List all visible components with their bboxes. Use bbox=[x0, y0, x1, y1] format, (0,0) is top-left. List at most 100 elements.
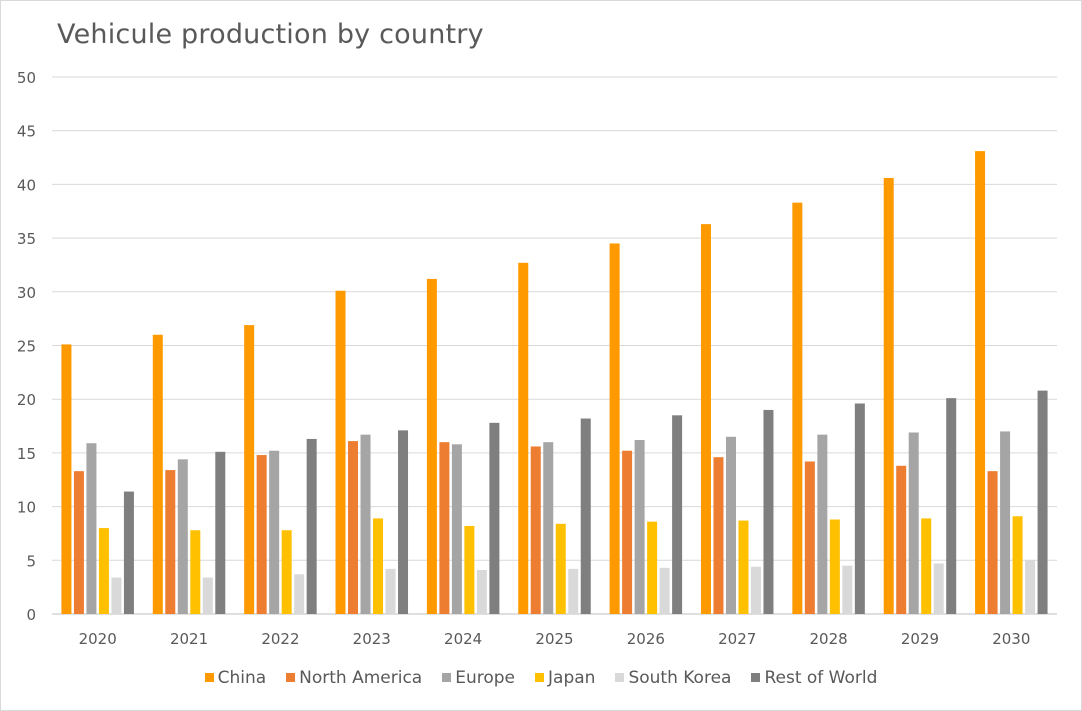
y-tick-label: 35 bbox=[17, 230, 36, 248]
bar-north-america bbox=[73, 471, 84, 614]
bar-north-america bbox=[256, 455, 267, 614]
bar-south-korea bbox=[659, 567, 670, 614]
bar-japan bbox=[464, 525, 475, 614]
bar-japan bbox=[190, 530, 201, 614]
x-tick-label: 2021 bbox=[170, 630, 208, 648]
bar-rest-of-world bbox=[854, 403, 865, 614]
bar-north-america bbox=[348, 441, 359, 614]
x-tick-label: 2030 bbox=[992, 630, 1030, 648]
legend-swatch bbox=[751, 673, 761, 682]
legend-swatch bbox=[204, 673, 214, 682]
y-tick-label: 25 bbox=[17, 338, 36, 356]
x-tick-label: 2023 bbox=[353, 630, 391, 648]
legend-item: Rest of World bbox=[751, 668, 877, 688]
bar-china bbox=[61, 344, 72, 614]
chart-title: Vehicule production by country bbox=[57, 19, 484, 50]
bar-europe bbox=[269, 450, 280, 614]
legend-item: China bbox=[204, 668, 267, 688]
bar-japan bbox=[829, 519, 840, 614]
legend: China North America Europe Japan South Korea… bbox=[0, 668, 1082, 688]
legend-label: Europe bbox=[455, 668, 516, 688]
y-tick-label: 15 bbox=[17, 445, 36, 463]
bar-europe bbox=[543, 442, 554, 614]
bar-japan bbox=[738, 520, 749, 614]
bar-japan bbox=[98, 528, 109, 614]
bar-china bbox=[152, 334, 163, 614]
bar-south-korea bbox=[933, 563, 944, 614]
bar-rest-of-world bbox=[398, 430, 409, 614]
y-tick-label: 30 bbox=[17, 284, 36, 302]
legend-item: North America bbox=[286, 668, 422, 688]
bar-north-america bbox=[896, 465, 907, 614]
bar-north-america bbox=[987, 471, 998, 614]
y-tick-label: 0 bbox=[26, 606, 36, 624]
bar-china bbox=[792, 202, 803, 614]
bar-europe bbox=[634, 440, 645, 614]
legend-label: North America bbox=[299, 668, 423, 688]
bar-north-america bbox=[622, 450, 633, 614]
bar-china bbox=[883, 177, 894, 614]
bar-south-korea bbox=[750, 566, 761, 614]
bar-south-korea bbox=[476, 569, 487, 614]
y-tick-label: 50 bbox=[17, 69, 36, 87]
legend-swatch bbox=[535, 673, 545, 682]
x-tick-label: 2022 bbox=[261, 630, 299, 648]
bar-south-korea bbox=[385, 568, 396, 614]
bar-south-korea bbox=[111, 577, 122, 614]
legend-item: Europe bbox=[442, 668, 515, 688]
legend-swatch bbox=[442, 673, 452, 682]
bar-japan bbox=[921, 518, 932, 614]
bar-north-america bbox=[804, 461, 815, 614]
bar-south-korea bbox=[202, 577, 213, 614]
bar-rest-of-world bbox=[215, 451, 226, 614]
x-tick-label: 2027 bbox=[718, 630, 756, 648]
bar-japan bbox=[555, 523, 566, 614]
legend-item: South Korea bbox=[615, 668, 731, 688]
bar-china bbox=[426, 278, 437, 614]
bar-south-korea bbox=[568, 568, 579, 614]
bar-rest-of-world bbox=[306, 438, 317, 614]
legend-item: Japan bbox=[535, 668, 595, 688]
bar-europe bbox=[177, 459, 188, 614]
bar-south-korea bbox=[1025, 560, 1036, 614]
bar-rest-of-world bbox=[946, 398, 957, 614]
bar-china bbox=[518, 262, 529, 614]
bar-north-america bbox=[530, 446, 541, 614]
x-tick-label: 2028 bbox=[809, 630, 847, 648]
bar-japan bbox=[373, 518, 384, 614]
bar-china bbox=[700, 224, 711, 614]
y-tick-label: 5 bbox=[26, 552, 36, 570]
legend-swatch bbox=[615, 673, 625, 682]
bar-europe bbox=[86, 443, 97, 614]
x-tick-label: 2026 bbox=[627, 630, 665, 648]
legend-label: Japan bbox=[548, 668, 596, 688]
x-tick-label: 2029 bbox=[901, 630, 939, 648]
x-tick-label: 2025 bbox=[535, 630, 573, 648]
bar-south-korea bbox=[842, 565, 853, 614]
bar-europe bbox=[725, 436, 736, 614]
bar-europe bbox=[817, 434, 828, 614]
bar-south-korea bbox=[294, 574, 305, 614]
bar-europe bbox=[451, 444, 462, 614]
bar-rest-of-world bbox=[580, 418, 591, 614]
bar-china bbox=[609, 243, 620, 614]
x-tick-label: 2024 bbox=[444, 630, 482, 648]
bar-north-america bbox=[165, 470, 176, 614]
bar-europe bbox=[908, 432, 919, 614]
x-tick-label: 2020 bbox=[79, 630, 117, 648]
bar-china bbox=[975, 151, 986, 614]
bar-north-america bbox=[713, 457, 724, 614]
bar-europe bbox=[360, 434, 371, 614]
bar-europe bbox=[1000, 431, 1011, 614]
bar-china bbox=[244, 325, 255, 614]
bar-rest-of-world bbox=[489, 422, 500, 614]
legend-label: China bbox=[217, 668, 267, 688]
legend-label: South Korea bbox=[628, 668, 732, 688]
legend-label: Rest of World bbox=[764, 668, 878, 688]
y-tick-label: 10 bbox=[17, 499, 36, 517]
bar-rest-of-world bbox=[672, 415, 683, 614]
bar-rest-of-world bbox=[763, 409, 774, 614]
bar-north-america bbox=[439, 442, 450, 614]
bar-japan bbox=[647, 521, 658, 614]
